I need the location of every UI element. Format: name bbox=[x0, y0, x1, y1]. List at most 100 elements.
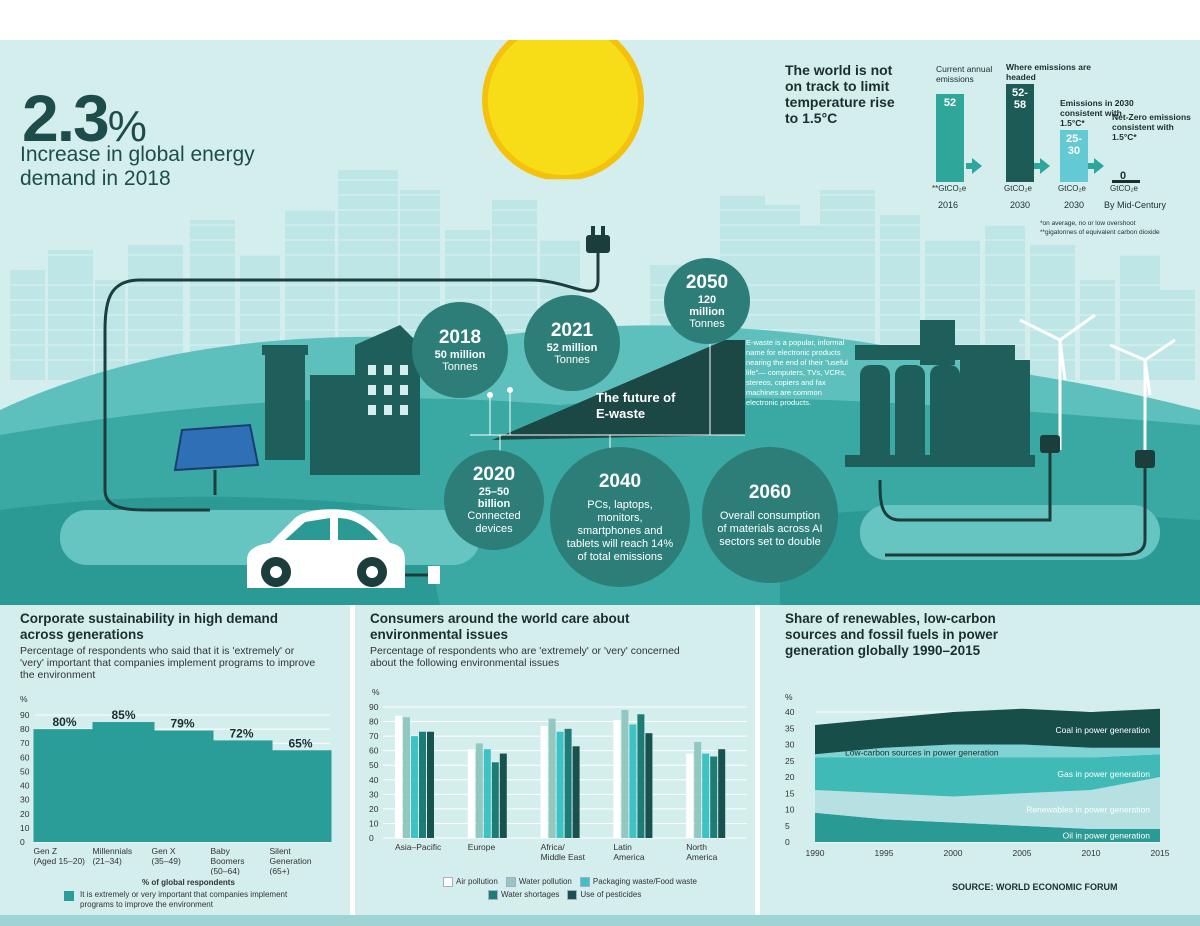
x-tick-label-line: Baby bbox=[211, 846, 231, 856]
x-tick-label-line: Africa/ bbox=[541, 842, 566, 852]
bar bbox=[613, 720, 621, 838]
data-label: 80% bbox=[52, 715, 76, 729]
circle-unit: Tonnes bbox=[442, 361, 478, 373]
panel-subtitle: Percentage of respondents who said that … bbox=[20, 645, 316, 681]
top-band bbox=[0, 0, 1200, 40]
circle-unit: Tonnes bbox=[554, 354, 590, 366]
bar bbox=[621, 709, 629, 838]
emissions-value-top: 25- bbox=[1066, 133, 1082, 145]
emissions-note: *on average, no or low overshoot bbox=[1040, 220, 1136, 227]
x-tick-label: 2000 bbox=[944, 848, 963, 858]
legend-label: Air pollution bbox=[456, 877, 498, 887]
x-tick-label-line: Generation bbox=[270, 856, 312, 866]
emissions-bar-2030-consistent: 25- 30 bbox=[1060, 130, 1088, 182]
x-tick-label: Silent Generation (65+) bbox=[270, 846, 312, 875]
emissions-year: 2016 bbox=[938, 200, 959, 210]
arrow-stem bbox=[1088, 163, 1096, 169]
area-series bbox=[815, 744, 1160, 758]
y-axis-label: % bbox=[372, 687, 380, 697]
cityscape-illustration bbox=[0, 40, 1200, 605]
x-tick-label-line: Boomers bbox=[211, 856, 245, 866]
circle-value: 120 million bbox=[689, 294, 725, 318]
circle-2021: 2021 52 million Tonnes bbox=[524, 295, 620, 391]
wind-turbine-icon bbox=[1019, 313, 1176, 465]
data-label: 79% bbox=[170, 717, 194, 731]
x-tick-label-line: Silent bbox=[270, 846, 292, 856]
legend-label: Water pollution bbox=[518, 877, 572, 887]
headline-stat: 2.3% bbox=[22, 80, 147, 156]
data-label: 85% bbox=[111, 708, 135, 722]
emissions-label: Emissions in 2030 consistent with 1.5°C* bbox=[1060, 98, 1134, 128]
y-tick-label: 10 bbox=[369, 818, 379, 828]
emissions-value-bottom: 58 bbox=[1013, 99, 1027, 111]
y-tick-label: 50 bbox=[369, 760, 379, 770]
panel-consumers: Consumers around the world care about en… bbox=[355, 605, 755, 915]
x-tick-label-line: (35–49) bbox=[152, 856, 181, 866]
x-tick-label: 1990 bbox=[806, 848, 825, 858]
x-tick-label-line: (65+) bbox=[270, 866, 290, 875]
data-label: 65% bbox=[288, 736, 312, 750]
y-tick-label: 90 bbox=[369, 702, 379, 712]
emissions-year: 2030 bbox=[1010, 200, 1031, 210]
circle-2020: 2020 25–50 billion Connected devices bbox=[444, 450, 544, 550]
x-tick-label: Africa/Middle East bbox=[541, 842, 586, 862]
circle-year: 2050 bbox=[685, 272, 729, 293]
emissions-unit: GtCO₂e bbox=[1110, 184, 1138, 193]
arrow-stem bbox=[966, 163, 974, 169]
x-tick-label: Gen Z (Aged 15–20) bbox=[34, 846, 86, 866]
circle-text: Overall consumption of materials across … bbox=[717, 509, 823, 548]
x-tick-label: Baby Boomers (50–64) bbox=[211, 846, 245, 875]
emissions-unit: **GtCO₂e bbox=[932, 184, 967, 193]
arrow-right-icon bbox=[1094, 158, 1104, 174]
legend-swatch bbox=[579, 877, 590, 887]
y-tick-label: 20 bbox=[20, 809, 30, 819]
bar bbox=[548, 718, 556, 838]
circle-text: PCs, laptops, monitors, smartphones and … bbox=[566, 498, 674, 563]
x-tick-label: 2015 bbox=[1151, 848, 1170, 858]
emissions-value: 52 bbox=[943, 97, 957, 109]
y-tick-label: 25 bbox=[785, 756, 795, 766]
x-tick-label: Asia–Pacific bbox=[395, 842, 442, 852]
plug-icon bbox=[586, 226, 610, 253]
bar bbox=[467, 749, 475, 838]
x-tick-label-line: Latin bbox=[613, 842, 632, 852]
series-label: Low-carbon sources in power generation bbox=[845, 748, 999, 758]
bar bbox=[702, 753, 710, 838]
bar bbox=[572, 746, 580, 838]
legend-label: Water shortages bbox=[501, 890, 560, 900]
bar bbox=[483, 749, 491, 838]
legend-label: Packaging waste/Food waste bbox=[592, 877, 697, 887]
panel-generations: Corporate sustainability in high demand … bbox=[0, 605, 350, 915]
y-tick-label: 80 bbox=[369, 717, 379, 727]
bar bbox=[475, 743, 483, 838]
y-tick-label: 40 bbox=[20, 781, 30, 791]
x-tick-label-line: Middle East bbox=[541, 852, 586, 862]
ewaste-title-line1: The future of bbox=[596, 390, 676, 405]
legend-item: Water shortages bbox=[488, 890, 560, 901]
legend-swatch bbox=[443, 877, 453, 887]
y-tick-label: 15 bbox=[785, 788, 795, 798]
y-tick-label: 40 bbox=[785, 707, 795, 717]
ewaste-title-line2: E-waste bbox=[596, 406, 646, 421]
legend-swatch bbox=[64, 891, 74, 901]
y-tick-label: 20 bbox=[785, 772, 795, 782]
area-series bbox=[815, 777, 1160, 829]
y-tick-label: 0 bbox=[20, 837, 25, 847]
bar bbox=[395, 715, 402, 838]
series-label: Renewables in power generation bbox=[1026, 805, 1150, 815]
series-label: Gas in power generation bbox=[1057, 769, 1150, 779]
arrow-stem bbox=[1034, 163, 1042, 169]
bar bbox=[710, 756, 718, 838]
emissions-label: Current annual emissions bbox=[936, 64, 993, 84]
y-tick-label: 0 bbox=[369, 833, 374, 843]
x-tick-label: Latin America bbox=[613, 842, 644, 862]
emissions-value-bottom: 30 bbox=[1067, 145, 1081, 157]
bar bbox=[269, 750, 332, 842]
y-tick-label: 10 bbox=[20, 823, 30, 833]
bar bbox=[564, 728, 572, 838]
bar bbox=[210, 740, 273, 842]
ewaste-wedge bbox=[492, 340, 745, 440]
legend-swatch bbox=[505, 877, 516, 887]
x-tick-label-line: Gen Z bbox=[34, 846, 58, 856]
y-tick-label: 50 bbox=[20, 766, 30, 776]
